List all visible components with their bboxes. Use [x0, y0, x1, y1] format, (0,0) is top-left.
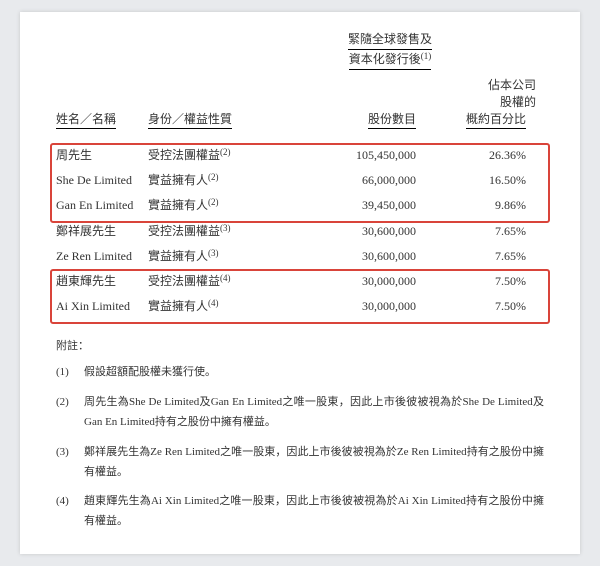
cell-name: She De Limited — [56, 168, 148, 193]
cell-name: Ze Ren Limited — [56, 244, 148, 269]
cell-shares: 30,000,000 — [266, 294, 416, 319]
cell-fn: (2) — [220, 147, 231, 157]
cell-role: 實益擁有人(4) — [148, 294, 266, 319]
superheader-line1: 緊隨全球發售及 — [348, 30, 432, 50]
table-row: 鄭祥展先生受控法團權益(3)30,600,0007.65% — [56, 219, 544, 244]
cell-fn: (3) — [220, 223, 231, 233]
footnote-num: (4) — [56, 492, 84, 532]
footnote-text: 趙東輝先生為Ai Xin Limited之唯一股東，因此上市後彼被視為於Ai X… — [84, 492, 544, 532]
notes-block: (1)假設超額配股權未獲行使。(2)周先生為She De Limited及Gan… — [56, 363, 544, 532]
footnote-text: 鄭祥展先生為Ze Ren Limited之唯一股東，因此上市後彼被視為於Ze R… — [84, 443, 544, 483]
table-row: 周先生受控法團權益(2)105,450,00026.36% — [56, 143, 544, 168]
superheader-fn: (1) — [421, 51, 432, 61]
document-page: 緊隨全球發售及 資本化發行後(1) 佔本公司 股權的 姓名／名稱 身份／權益性質… — [20, 12, 580, 554]
cell-shares: 30,000,000 — [266, 269, 416, 294]
table-row: She De Limited實益擁有人(2)66,000,00016.50% — [56, 168, 544, 193]
footnote-text: 周先生為She De Limited及Gan En Limited之唯一股東，因… — [84, 393, 544, 433]
cell-shares: 30,600,000 — [266, 244, 416, 269]
table-row: Ai Xin Limited實益擁有人(4)30,000,0007.50% — [56, 294, 544, 319]
pct-header-l2: 股權的 — [406, 93, 540, 110]
cell-role: 受控法團權益(4) — [148, 269, 266, 294]
footnote-num: (2) — [56, 393, 84, 433]
cell-role: 實益擁有人(2) — [148, 193, 266, 218]
pct-header-l1: 佔本公司 — [406, 76, 540, 93]
cell-name: 周先生 — [56, 143, 148, 168]
cell-fn: (4) — [220, 273, 231, 283]
cell-pct: 9.86% — [416, 193, 526, 218]
footnote-num: (3) — [56, 443, 84, 483]
cell-fn: (2) — [208, 197, 219, 207]
cell-role: 實益擁有人(2) — [148, 168, 266, 193]
cell-pct: 7.65% — [416, 219, 526, 244]
cell-pct: 7.65% — [416, 244, 526, 269]
cell-fn: (3) — [208, 248, 219, 258]
col-shares: 股份數目 — [368, 110, 416, 129]
cell-name: Ai Xin Limited — [56, 294, 148, 319]
footnote: (2)周先生為She De Limited及Gan En Limited之唯一股… — [56, 393, 544, 433]
table-column-headers: 姓名／名稱 身份／權益性質 股份數目 概約百分比 — [56, 110, 544, 129]
cell-name: 趙東輝先生 — [56, 269, 148, 294]
footnote: (3)鄭祥展先生為Ze Ren Limited之唯一股東，因此上市後彼被視為於Z… — [56, 443, 544, 483]
table-superheader: 緊隨全球發售及 資本化發行後(1) 佔本公司 股權的 — [236, 30, 544, 110]
cell-pct: 7.50% — [416, 269, 526, 294]
table-row: 趙東輝先生受控法團權益(4)30,000,0007.50% — [56, 269, 544, 294]
cell-pct: 7.50% — [416, 294, 526, 319]
cell-fn: (4) — [208, 298, 219, 308]
table-row: Ze Ren Limited實益擁有人(3)30,600,0007.65% — [56, 244, 544, 269]
footnote-num: (1) — [56, 363, 84, 383]
cell-pct: 16.50% — [416, 168, 526, 193]
cell-shares: 66,000,000 — [266, 168, 416, 193]
cell-role: 受控法團權益(2) — [148, 143, 266, 168]
cell-shares: 39,450,000 — [266, 193, 416, 218]
cell-name: 鄭祥展先生 — [56, 219, 148, 244]
notes-title: 附註： — [56, 337, 544, 353]
cell-shares: 30,600,000 — [266, 219, 416, 244]
col-pct: 概約百分比 — [466, 110, 526, 129]
superheader-line2: 資本化發行後 — [349, 52, 421, 66]
footnote: (1)假設超額配股權未獲行使。 — [56, 363, 544, 383]
footnote: (4)趙東輝先生為Ai Xin Limited之唯一股東，因此上市後彼被視為於A… — [56, 492, 544, 532]
col-name: 姓名／名稱 — [56, 110, 116, 129]
cell-name: Gan En Limited — [56, 193, 148, 218]
cell-role: 實益擁有人(3) — [148, 244, 266, 269]
cell-role: 受控法團權益(3) — [148, 219, 266, 244]
cell-shares: 105,450,000 — [266, 143, 416, 168]
table-body: 周先生受控法團權益(2)105,450,00026.36%She De Limi… — [56, 143, 544, 319]
cell-fn: (2) — [208, 172, 219, 182]
table-row: Gan En Limited實益擁有人(2)39,450,0009.86% — [56, 193, 544, 218]
footnote-text: 假設超額配股權未獲行使。 — [84, 363, 544, 383]
col-role: 身份／權益性質 — [148, 110, 232, 129]
cell-pct: 26.36% — [416, 143, 526, 168]
